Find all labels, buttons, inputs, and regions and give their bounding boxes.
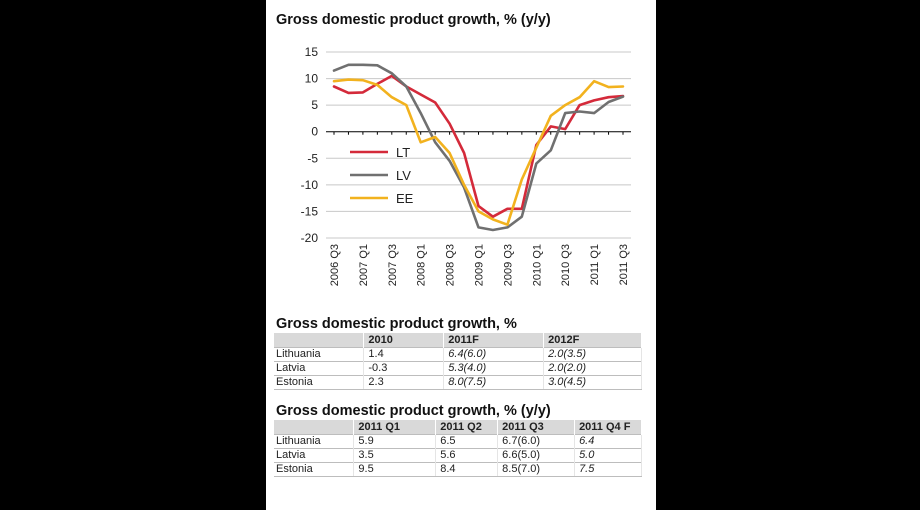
report-panel: Gross domestic product growth, % (y/y) 1… — [266, 0, 656, 510]
y-tick-label: -15 — [301, 204, 319, 218]
table-row: Lithuania 5.9 6.5 6.7(6.0) 6.4 — [274, 434, 642, 449]
x-tick-label: 2008 Q1 — [416, 244, 428, 286]
gdp-annual-table: 2010 2011F 2012F Lithuania 1.4 6.4(6.0) … — [274, 333, 642, 390]
x-tick-label: 2007 Q1 — [358, 244, 370, 286]
table-cell: 5.9 — [353, 434, 437, 449]
table2-title: Gross domestic product growth, % (y/y) — [276, 403, 551, 419]
table-cell: 9.5 — [353, 462, 437, 477]
table-header: 2011F — [443, 333, 545, 348]
table-row: Lithuania 1.4 6.4(6.0) 2.0(3.5) — [274, 347, 642, 362]
table-cell: Lithuania — [274, 347, 365, 362]
table-cell: Latvia — [274, 448, 355, 463]
table-cell: 2.3 — [363, 375, 445, 390]
table-row: Latvia -0.3 5.3(4.0) 2.0(2.0) — [274, 361, 642, 376]
y-tick-label: 10 — [305, 72, 319, 86]
table-cell: 6.4 — [574, 434, 642, 449]
table-cell: 2.0(3.5) — [543, 347, 642, 362]
x-tick-label: 2006 Q3 — [329, 244, 341, 286]
table-cell: 2.0(2.0) — [543, 361, 642, 376]
table-cell: 8.4 — [435, 462, 499, 477]
table-row: Latvia 3.5 5.6 6.6(5.0) 5.0 — [274, 448, 642, 463]
x-tick-label: 2009 Q3 — [502, 244, 514, 286]
table-header-row: 2011 Q1 2011 Q2 2011 Q3 2011 Q4 F — [274, 420, 642, 435]
legend-label-ee: EE — [396, 191, 414, 206]
table-header — [274, 420, 355, 435]
gdp-quarterly-table: 2011 Q1 2011 Q2 2011 Q3 2011 Q4 F Lithua… — [274, 420, 642, 477]
y-tick-label: -10 — [301, 178, 319, 192]
table-header: 2011 Q4 F — [574, 420, 642, 435]
x-tick-label: 2007 Q3 — [387, 244, 399, 286]
series-line-ee — [332, 78, 625, 226]
table-header: 2011 Q3 — [497, 420, 576, 435]
legend-label-lv: LV — [396, 168, 411, 183]
table-cell: Lithuania — [274, 434, 355, 449]
series-line-lv — [332, 63, 625, 232]
table-cell: 6.7(6.0) — [497, 434, 576, 449]
table-header: 2012F — [543, 333, 642, 348]
table-cell: Latvia — [274, 361, 365, 376]
x-tick-label: 2011 Q3 — [618, 244, 630, 285]
legend-label-lt: LT — [396, 145, 410, 160]
table-cell: 7.5 — [574, 462, 642, 477]
table-cell: -0.3 — [363, 361, 445, 376]
table-cell: 6.4(6.0) — [443, 347, 545, 362]
table-cell: 3.5 — [353, 448, 437, 463]
table-cell: 5.3(4.0) — [443, 361, 545, 376]
x-tick-label: 2009 Q1 — [474, 244, 486, 286]
table-cell: 8.5(7.0) — [497, 462, 576, 477]
table-cell: 1.4 — [363, 347, 445, 362]
table-cell: Estonia — [274, 462, 355, 477]
table-header-row: 2010 2011F 2012F — [274, 333, 642, 348]
table-cell: 6.5 — [435, 434, 499, 449]
table-cell: 8.0(7.5) — [443, 375, 545, 390]
y-tick-label: -20 — [301, 231, 319, 245]
table1-title: Gross domestic product growth, % — [276, 316, 517, 332]
chart-title: Gross domestic product growth, % (y/y) — [276, 12, 551, 28]
table-row: Estonia 9.5 8.4 8.5(7.0) 7.5 — [274, 462, 642, 477]
y-tick-label: 5 — [311, 98, 318, 112]
table-cell: 5.0 — [574, 448, 642, 463]
x-tick-label: 2011 Q1 — [589, 244, 601, 285]
table-cell: 5.6 — [435, 448, 499, 463]
table-cell: 6.6(5.0) — [497, 448, 576, 463]
table-header: 2011 Q1 — [353, 420, 437, 435]
x-tick-label: 2010 Q1 — [531, 244, 543, 286]
x-tick-label: 2010 Q3 — [560, 244, 572, 286]
table-header: 2011 Q2 — [435, 420, 499, 435]
y-tick-label: 0 — [311, 125, 318, 139]
table-cell: 3.0(4.5) — [543, 375, 642, 390]
x-tick-label: 2008 Q3 — [445, 244, 457, 286]
table-header — [274, 333, 365, 348]
table-header: 2010 — [363, 333, 445, 348]
table-cell: Estonia — [274, 375, 365, 390]
table-row: Estonia 2.3 8.0(7.5) 3.0(4.5) — [274, 375, 642, 390]
y-tick-label: -5 — [307, 151, 318, 165]
y-tick-label: 15 — [305, 45, 319, 59]
gdp-line-chart: 15 10 5 0 -5 -10 -15 -20 2006 Q3 2007 Q1 2007 Q3 20… — [301, 45, 631, 286]
